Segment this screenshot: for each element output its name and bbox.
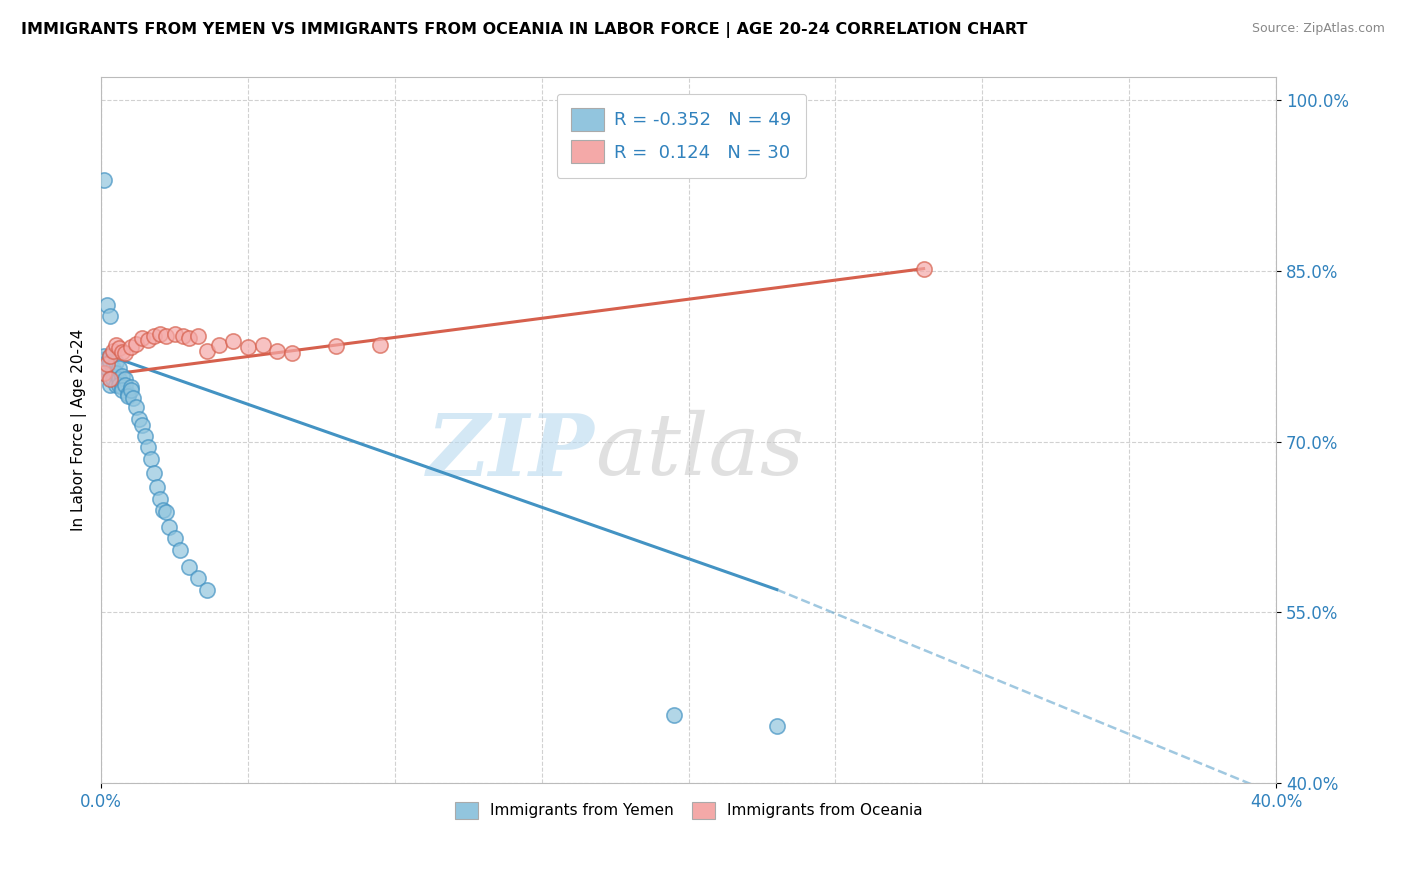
Point (120, 384, 142, 398)
Point (662, 707, 685, 722)
Point (131, 331, 153, 345)
Point (187, 571, 209, 585)
Point (96, 357, 118, 371)
Point (107, 360, 129, 375)
Point (117, 389, 139, 403)
Point (325, 339, 347, 353)
Point (139, 451, 162, 466)
Point (157, 520, 180, 534)
Point (163, 326, 186, 341)
Point (93, 367, 115, 381)
Point (136, 334, 159, 348)
Text: IMMIGRANTS FROM YEMEN VS IMMIGRANTS FROM OCEANIA IN LABOR FORCE | AGE 20-24 CORR: IMMIGRANTS FROM YEMEN VS IMMIGRANTS FROM… (21, 22, 1028, 38)
Point (149, 491, 172, 506)
Point (96, 360, 118, 375)
Point (172, 328, 194, 343)
Point (98, 372, 121, 386)
Point (111, 368, 134, 383)
Point (912, 261, 935, 276)
Point (101, 367, 124, 381)
Point (266, 343, 288, 358)
Point (222, 334, 245, 349)
Point (111, 344, 134, 359)
Text: ZIP: ZIP (427, 409, 595, 493)
Point (281, 346, 304, 360)
Point (143, 467, 166, 481)
Point (93, 349, 115, 363)
Point (98, 377, 121, 392)
Point (134, 429, 156, 443)
Point (179, 331, 201, 345)
Point (143, 328, 166, 343)
Point (101, 343, 124, 358)
Point (98, 310, 121, 324)
Point (98, 372, 121, 386)
Point (111, 384, 134, 398)
Point (93, 367, 115, 381)
Point (125, 336, 148, 351)
Point (120, 340, 142, 354)
Point (163, 532, 186, 546)
Point (128, 412, 150, 426)
Point (114, 372, 136, 386)
Point (96, 298, 118, 312)
Point (155, 328, 177, 343)
Point (104, 355, 127, 369)
Point (93, 173, 115, 187)
Point (114, 377, 136, 392)
Point (125, 401, 148, 415)
Point (107, 372, 129, 386)
Point (252, 338, 274, 352)
Point (101, 372, 124, 386)
Point (101, 360, 124, 375)
Point (152, 503, 174, 517)
Point (179, 559, 201, 574)
Point (107, 341, 129, 355)
Legend: Immigrants from Yemen, Immigrants from Oceania: Immigrants from Yemen, Immigrants from O… (449, 796, 929, 825)
Point (195, 343, 218, 358)
Point (98, 349, 121, 363)
Point (368, 338, 391, 352)
Point (149, 326, 172, 341)
Point (131, 417, 153, 432)
Point (98, 355, 121, 369)
Point (104, 377, 127, 392)
Point (104, 338, 127, 352)
Point (146, 480, 169, 494)
Point (120, 380, 142, 394)
Point (195, 582, 218, 597)
Point (107, 377, 129, 392)
Point (187, 328, 209, 343)
Point (111, 380, 134, 394)
Y-axis label: In Labor Force | Age 20-24: In Labor Force | Age 20-24 (72, 329, 87, 532)
Point (207, 338, 229, 352)
Text: Source: ZipAtlas.com: Source: ZipAtlas.com (1251, 22, 1385, 36)
Point (122, 392, 145, 406)
Point (96, 355, 118, 369)
Text: atlas: atlas (595, 410, 804, 492)
Point (104, 367, 127, 381)
Point (117, 387, 139, 401)
Point (169, 542, 191, 557)
Point (98, 349, 121, 363)
Point (136, 440, 159, 454)
Point (765, 719, 787, 733)
Point (236, 340, 259, 354)
Point (155, 505, 177, 519)
Point (114, 346, 136, 360)
